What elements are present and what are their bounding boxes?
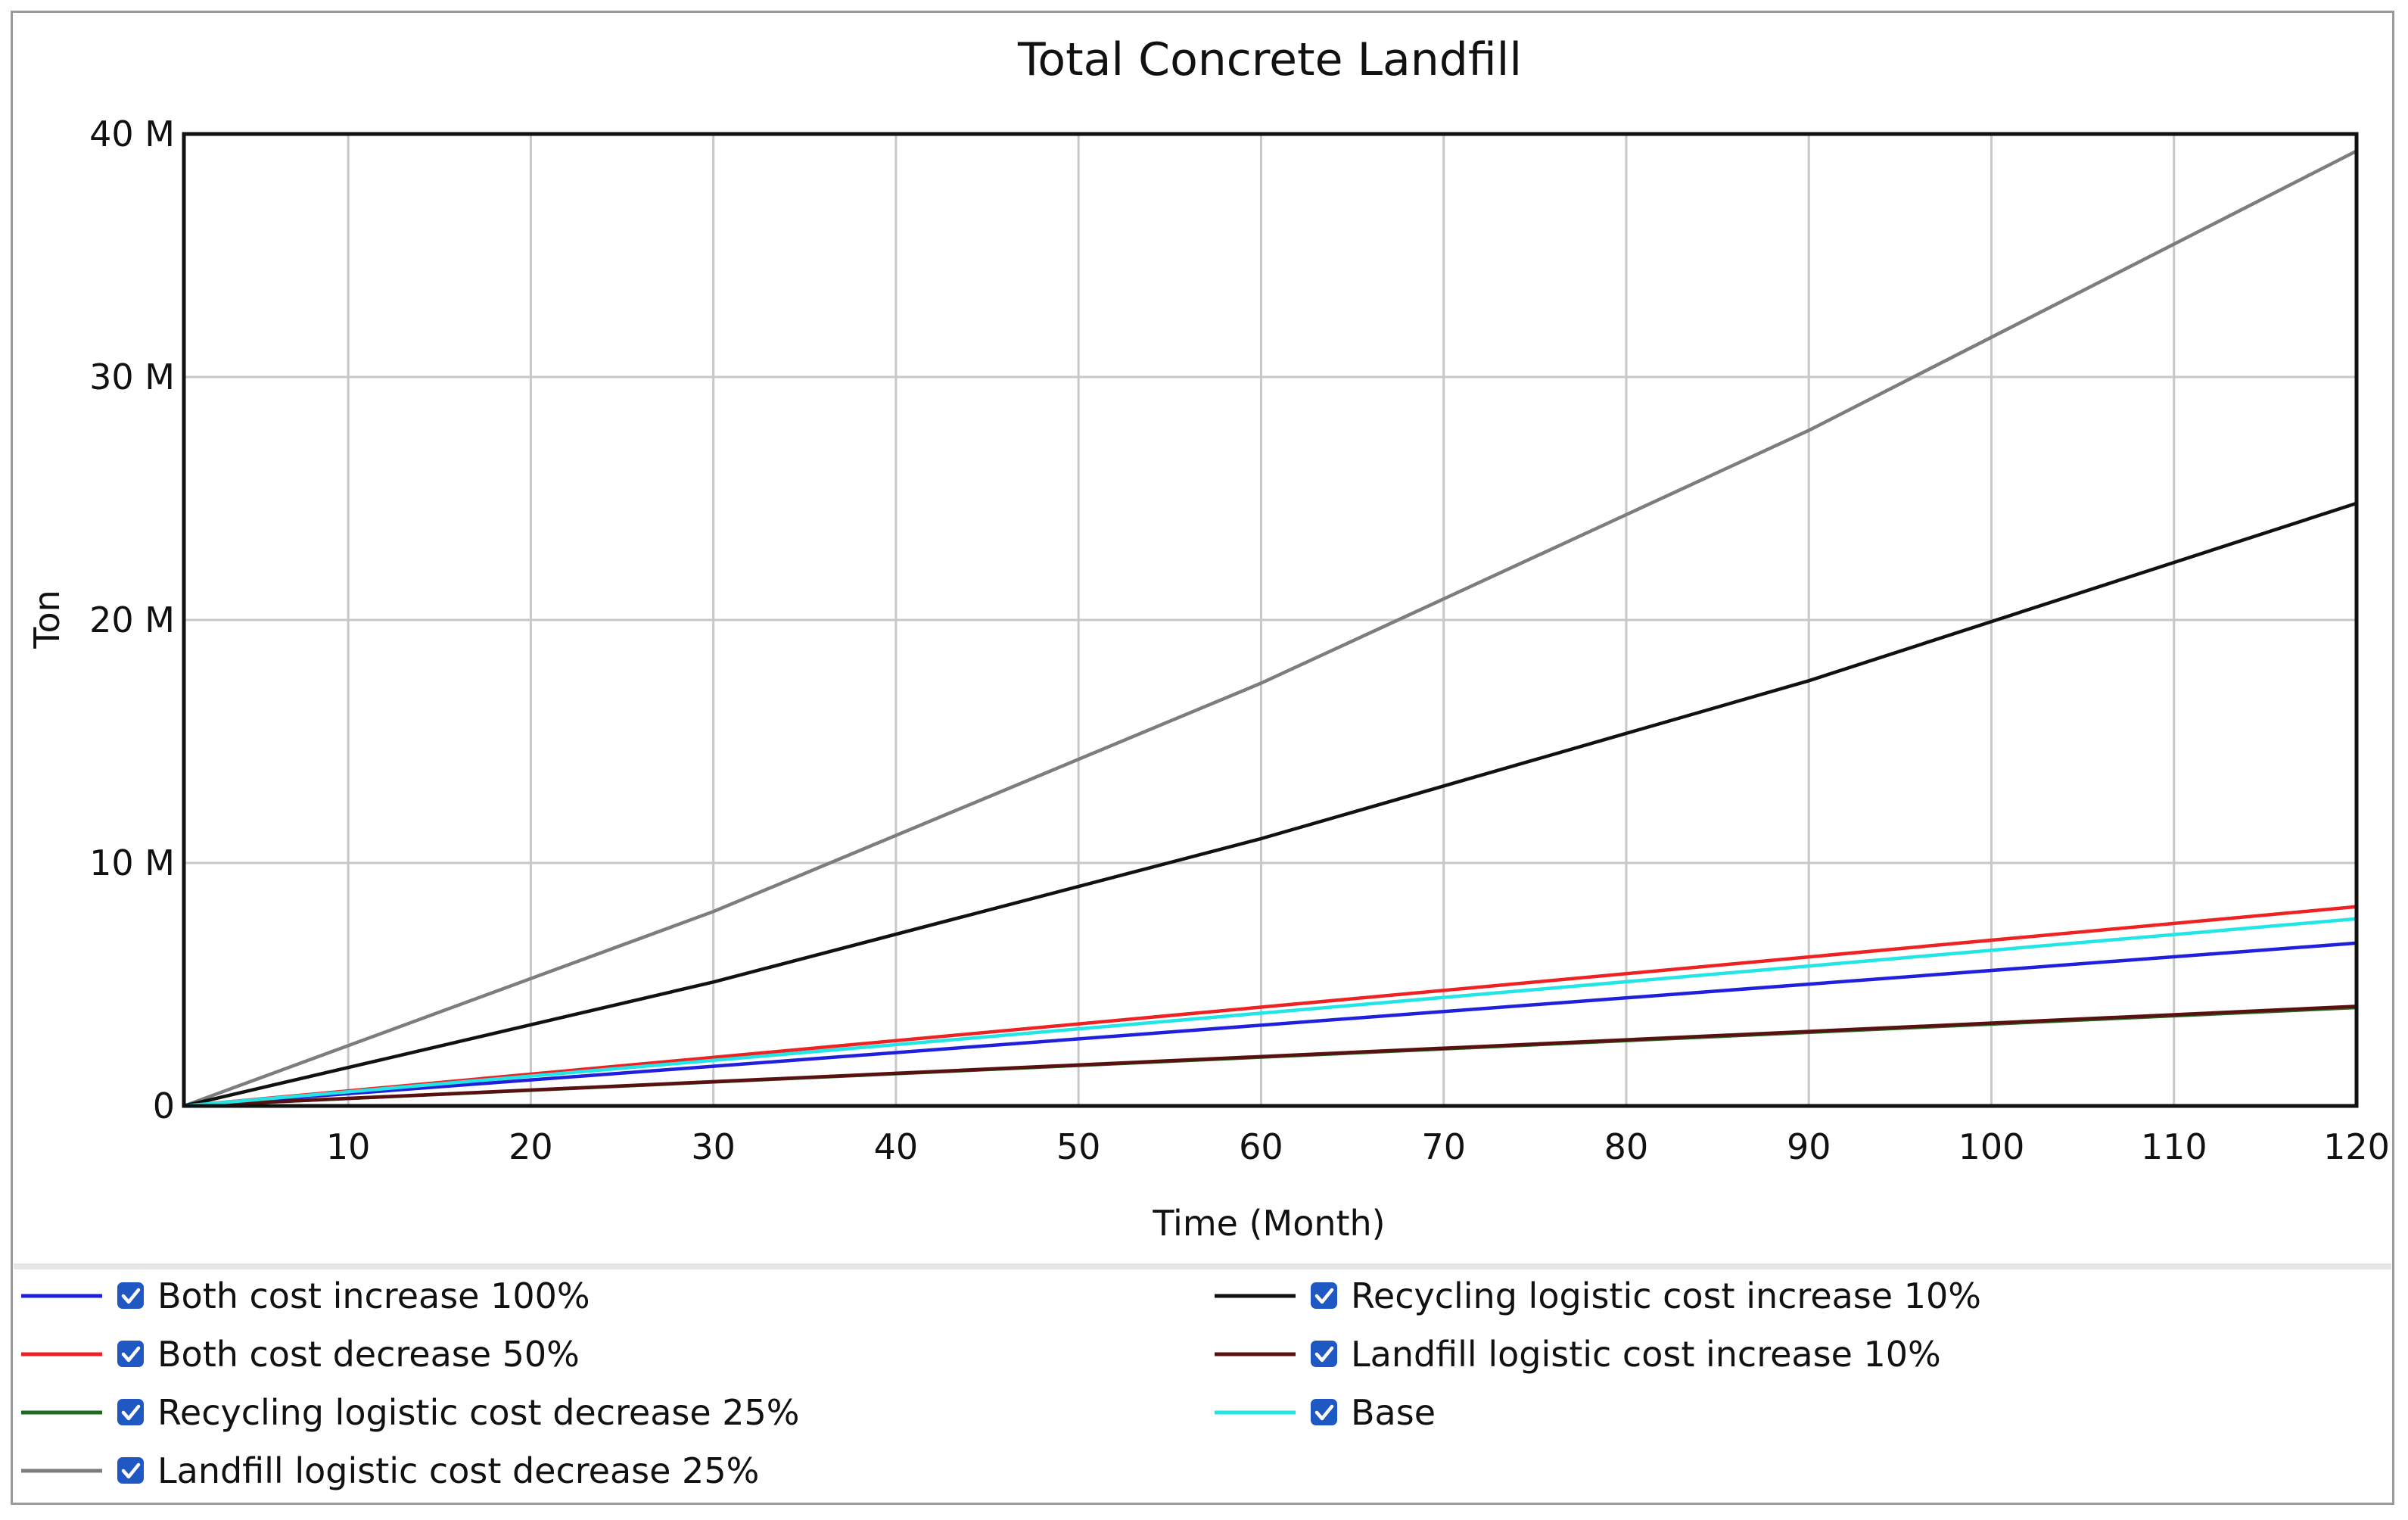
legend: Both cost increase 100% Both cost decreas…: [21, 1275, 1981, 1491]
x-tick-label: 110: [2141, 1126, 2207, 1167]
check-icon: [121, 1404, 141, 1421]
check-icon: [1314, 1404, 1334, 1421]
legend-checkbox[interactable]: [117, 1457, 144, 1484]
legend-item[interactable]: Landfill logistic cost decrease 25%: [21, 1450, 759, 1491]
x-tick-label: 60: [1239, 1126, 1283, 1167]
check-icon: [1314, 1288, 1334, 1304]
series-line: [182, 905, 2359, 1108]
x-tick-label: 30: [691, 1126, 736, 1167]
checkbox-box: [117, 1399, 144, 1425]
chart-title: Total Concrete Landfill: [1017, 33, 1522, 86]
y-axis-label: Ton: [26, 590, 67, 649]
legend-label: Both cost decrease 50%: [157, 1334, 580, 1375]
series-line: [182, 1005, 2359, 1108]
x-tick-label: 50: [1056, 1126, 1101, 1167]
legend-checkbox[interactable]: [117, 1341, 144, 1367]
legend-label: Recycling logistic cost increase 10%: [1351, 1275, 1981, 1316]
check-icon: [1314, 1346, 1334, 1363]
check-icon: [121, 1462, 141, 1479]
x-axis-ticks: 10 20 30 40 50 60 70 80 90 100 110 120: [326, 1126, 2390, 1167]
x-tick-label: 120: [2323, 1126, 2390, 1167]
x-axis-label: Time (Month): [1152, 1203, 1385, 1244]
y-tick-label: 10 M: [89, 843, 175, 883]
legend-label: Both cost increase 100%: [157, 1275, 590, 1316]
legend-checkbox[interactable]: [1311, 1282, 1337, 1309]
check-icon: [121, 1288, 141, 1304]
x-tick-label: 90: [1787, 1126, 1831, 1167]
series-line: [182, 941, 2359, 1108]
y-axis-ticks: 0 10 M 20 M 30 M 40 M: [89, 114, 175, 1126]
checkbox-box: [117, 1282, 144, 1309]
y-tick-label: 0: [153, 1085, 175, 1126]
checkbox-box: [117, 1341, 144, 1367]
legend-item[interactable]: Both cost decrease 50%: [21, 1334, 580, 1375]
legend-label: Recycling logistic cost decrease 25%: [157, 1392, 800, 1433]
y-tick-label: 20 M: [89, 600, 175, 640]
checkbox-box: [117, 1457, 144, 1484]
series-line: [182, 149, 2359, 1108]
legend-item[interactable]: Landfill logistic cost increase 10%: [1215, 1334, 1941, 1375]
checkbox-box: [1311, 1399, 1337, 1425]
legend-item[interactable]: Recycling logistic cost decrease 25%: [21, 1392, 800, 1433]
series-layer: [182, 149, 2359, 1108]
series-line: [182, 917, 2359, 1108]
x-tick-label: 70: [1421, 1126, 1466, 1167]
x-tick-label: 10: [326, 1126, 371, 1167]
legend-label: Landfill logistic cost decrease 25%: [157, 1450, 759, 1491]
plot-area-border: [182, 132, 2359, 1108]
check-icon: [121, 1346, 141, 1363]
legend-label: Base: [1351, 1392, 1436, 1433]
x-tick-label: 80: [1604, 1126, 1649, 1167]
y-tick-label: 30 M: [89, 357, 175, 397]
y-tick-label: 40 M: [89, 114, 175, 154]
legend-item[interactable]: Recycling logistic cost increase 10%: [1215, 1275, 1981, 1316]
legend-checkbox[interactable]: [117, 1399, 144, 1425]
legend-checkbox[interactable]: [117, 1282, 144, 1309]
legend-item[interactable]: Both cost increase 100%: [21, 1275, 590, 1316]
legend-label: Landfill logistic cost increase 10%: [1351, 1334, 1941, 1375]
legend-item[interactable]: Base: [1215, 1392, 1436, 1433]
legend-checkbox[interactable]: [1311, 1399, 1337, 1425]
series-line: [182, 501, 2359, 1108]
chart-frame: [11, 11, 2394, 1505]
x-tick-label: 40: [874, 1126, 919, 1167]
checkbox-box: [1311, 1282, 1337, 1309]
x-tick-label: 20: [509, 1126, 553, 1167]
checkbox-box: [1311, 1341, 1337, 1367]
x-tick-label: 100: [1958, 1126, 2025, 1167]
legend-checkbox[interactable]: [1311, 1341, 1337, 1367]
grid: [184, 134, 2357, 1106]
